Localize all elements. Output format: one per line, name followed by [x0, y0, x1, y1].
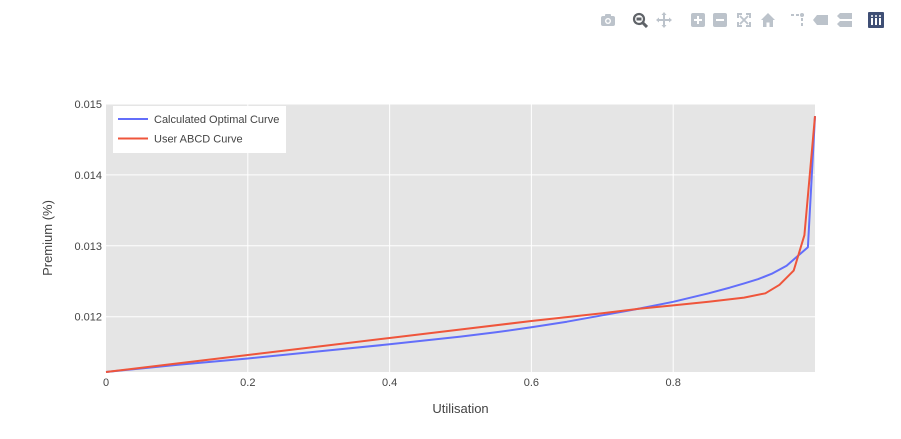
- x-axis-title: Utilisation: [432, 401, 488, 416]
- pan-icon[interactable]: [654, 9, 674, 31]
- plotly-logo-icon[interactable]: [866, 9, 886, 31]
- hover-closest-icon[interactable]: [810, 9, 830, 31]
- home-icon[interactable]: [758, 9, 778, 31]
- y-tick-label: 0.012: [74, 312, 102, 324]
- zoom-icon[interactable]: [630, 9, 650, 31]
- x-tick-label: 0.8: [666, 377, 681, 389]
- x-tick-label: 0.6: [524, 377, 539, 389]
- x-tick-label: 0.4: [382, 377, 397, 389]
- y-tick-label: 0.013: [74, 241, 102, 253]
- y-tick-labels: 0.012 0.013 0.014 0.015: [74, 99, 102, 324]
- legend-box: [113, 106, 286, 153]
- x-tick-label: 0.2: [240, 377, 255, 389]
- x-tick-labels: 0 0.2 0.4 0.6 0.8: [103, 377, 681, 389]
- autoscale-icon[interactable]: [734, 9, 754, 31]
- y-tick-label: 0.015: [74, 99, 102, 111]
- legend[interactable]: Calculated Optimal Curve User ABCD Curve: [113, 106, 286, 153]
- spike-lines-icon[interactable]: [788, 9, 808, 31]
- camera-icon[interactable]: [598, 9, 618, 31]
- x-tick-label: 0: [103, 377, 109, 389]
- series-line[interactable]: [105, 116, 816, 373]
- series-lines: [105, 116, 816, 373]
- y-axis-title: Premium (%): [40, 200, 55, 276]
- legend-entry[interactable]: Calculated Optimal Curve: [154, 114, 279, 126]
- zoom-in-icon[interactable]: [688, 9, 708, 31]
- y-tick-label: 0.014: [74, 170, 102, 182]
- zoom-out-icon[interactable]: [710, 9, 730, 31]
- hover-compare-icon[interactable]: [834, 9, 854, 31]
- legend-entry[interactable]: User ABCD Curve: [154, 134, 243, 146]
